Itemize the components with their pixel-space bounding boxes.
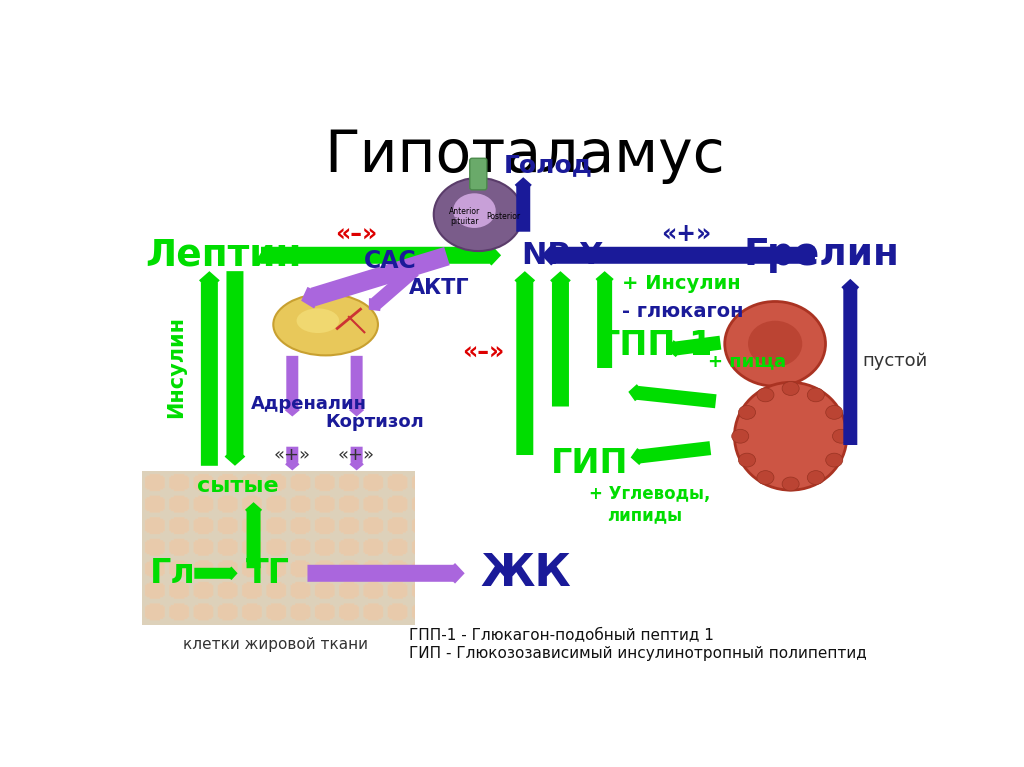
Ellipse shape bbox=[738, 453, 756, 467]
Text: + пища: + пища bbox=[708, 352, 785, 370]
Text: ГПП-1 - Глюкагон-подобный пептид 1: ГПП-1 - Глюкагон-подобный пептид 1 bbox=[409, 627, 714, 643]
Text: - глюкагон: - глюкагон bbox=[623, 302, 744, 321]
Ellipse shape bbox=[453, 193, 496, 228]
Text: + Углеводы,: + Углеводы, bbox=[589, 485, 711, 503]
Ellipse shape bbox=[782, 477, 799, 491]
Text: ГПП-1: ГПП-1 bbox=[599, 329, 714, 362]
Text: сытые: сытые bbox=[198, 476, 279, 496]
Text: Гипоталамус: Гипоталамус bbox=[325, 127, 725, 183]
Text: «–»: «–» bbox=[462, 341, 504, 365]
Text: Кортизол: Кортизол bbox=[326, 413, 424, 431]
Ellipse shape bbox=[807, 471, 824, 485]
Text: ГИП - Глюкозозависимый инсулинотропный полипептид: ГИП - Глюкозозависимый инсулинотропный п… bbox=[409, 646, 866, 661]
Text: Anterior
pituitar: Anterior pituitar bbox=[449, 207, 480, 226]
Ellipse shape bbox=[748, 321, 802, 367]
Text: клетки жировой ткани: клетки жировой ткани bbox=[182, 637, 368, 652]
Text: «–»: «–» bbox=[336, 222, 378, 246]
Ellipse shape bbox=[757, 388, 774, 402]
Text: NP Y: NP Y bbox=[521, 241, 602, 270]
Ellipse shape bbox=[782, 381, 799, 396]
Text: ЖК: ЖК bbox=[480, 551, 571, 594]
Ellipse shape bbox=[833, 430, 850, 443]
Ellipse shape bbox=[297, 308, 339, 333]
Text: САС: САС bbox=[364, 249, 417, 273]
Text: Лептин: Лептин bbox=[145, 237, 301, 273]
Text: Posterior: Posterior bbox=[486, 212, 520, 222]
Text: + Инсулин: + Инсулин bbox=[623, 275, 741, 293]
Text: Голод: Голод bbox=[504, 153, 593, 177]
Text: «+»: «+» bbox=[338, 446, 375, 465]
FancyBboxPatch shape bbox=[470, 158, 486, 189]
Text: «+»: «+» bbox=[273, 446, 311, 465]
Text: Грелин: Грелин bbox=[743, 237, 899, 273]
Text: липиды: липиды bbox=[607, 505, 682, 524]
Ellipse shape bbox=[273, 294, 378, 355]
Text: пустой: пустой bbox=[862, 352, 928, 370]
Ellipse shape bbox=[825, 406, 843, 420]
Text: АКТГ: АКТГ bbox=[409, 278, 469, 298]
Text: Адреналин: Адреналин bbox=[251, 395, 367, 413]
Text: Инсулин: Инсулин bbox=[166, 316, 186, 418]
Ellipse shape bbox=[725, 301, 825, 386]
Ellipse shape bbox=[738, 406, 756, 420]
Text: Гл: Гл bbox=[150, 557, 196, 590]
Text: ГИП: ГИП bbox=[550, 446, 628, 479]
Ellipse shape bbox=[825, 453, 843, 467]
Ellipse shape bbox=[757, 471, 774, 485]
Ellipse shape bbox=[734, 382, 847, 490]
Ellipse shape bbox=[434, 178, 523, 251]
Text: «+»: «+» bbox=[660, 222, 711, 246]
Ellipse shape bbox=[807, 388, 824, 402]
Ellipse shape bbox=[732, 430, 749, 443]
Text: ТГ: ТГ bbox=[246, 557, 290, 590]
